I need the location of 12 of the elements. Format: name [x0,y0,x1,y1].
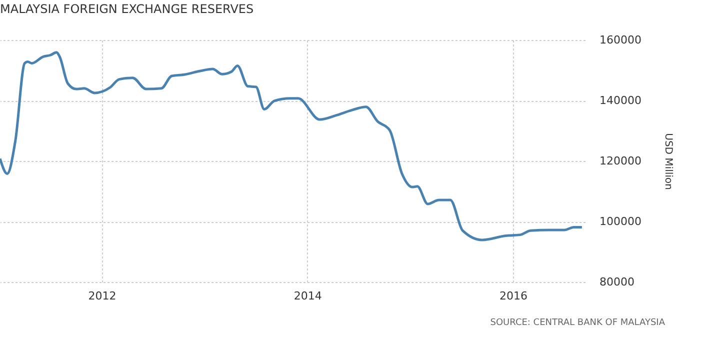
y-tick-label: 120000 [600,154,642,168]
y-tick-label: 160000 [600,34,642,46]
y-tick-label: 100000 [600,215,642,228]
y-tick-label: 140000 [600,94,642,107]
line-series [0,51,584,242]
y-axis-title: USD Million [662,133,674,190]
source-note: SOURCE: CENTRAL BANK OF MALAYSIA [490,318,666,328]
x-tick-label: 2012 [88,290,116,302]
y-tick-label: 80000 [600,276,634,288]
x-tick-label: 2014 [294,290,322,302]
chart-title: MALAYSIA FOREIGN EXCHANGE RESERVES [0,2,254,16]
x-tick-label: 2016 [500,290,528,302]
